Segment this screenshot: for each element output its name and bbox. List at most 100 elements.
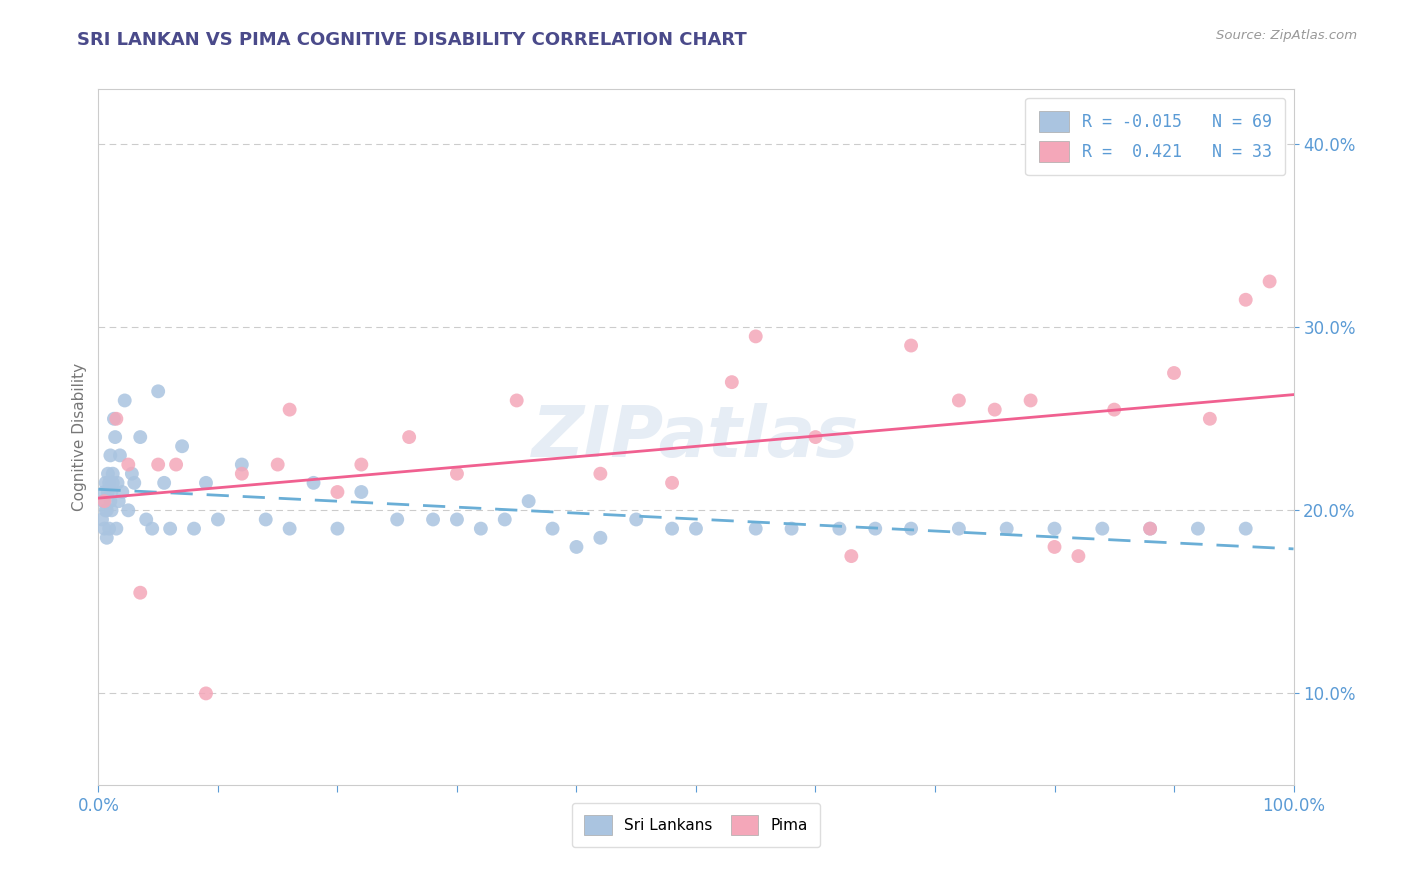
- Point: [254, 512, 277, 526]
- Point: [661, 522, 683, 536]
- Point: [780, 522, 803, 536]
- Point: [1187, 522, 1209, 536]
- Point: [105, 522, 128, 536]
- Point: [685, 522, 707, 536]
- Point: [101, 475, 124, 490]
- Point: [103, 411, 125, 425]
- Point: [93, 522, 115, 536]
- Point: [506, 393, 529, 408]
- Point: [326, 522, 349, 536]
- Point: [105, 411, 128, 425]
- Point: [278, 522, 301, 536]
- Point: [1019, 393, 1042, 408]
- Point: [117, 503, 139, 517]
- Point: [984, 402, 1007, 417]
- Point: [948, 522, 970, 536]
- Point: [141, 522, 163, 536]
- Point: [1258, 275, 1281, 289]
- Point: [385, 512, 409, 526]
- Point: [172, 439, 194, 453]
- Point: [165, 458, 187, 472]
- Point: [117, 458, 139, 472]
- Point: [1234, 522, 1257, 536]
- Point: [828, 522, 851, 536]
- Point: [94, 475, 117, 490]
- Point: [107, 475, 129, 490]
- Point: [98, 494, 122, 508]
- Point: [100, 503, 122, 517]
- Point: [1091, 522, 1114, 536]
- Point: [745, 329, 768, 343]
- Point: [153, 475, 176, 490]
- Point: [111, 485, 134, 500]
- Point: [1234, 293, 1257, 307]
- Point: [183, 522, 205, 536]
- Point: [97, 485, 120, 500]
- Point: [841, 549, 863, 563]
- Point: [721, 375, 744, 389]
- Point: [114, 393, 136, 408]
- Point: [626, 512, 648, 526]
- Point: [1043, 522, 1066, 536]
- Text: SRI LANKAN VS PIMA COGNITIVE DISABILITY CORRELATION CHART: SRI LANKAN VS PIMA COGNITIVE DISABILITY …: [77, 31, 747, 49]
- Point: [98, 522, 121, 536]
- Point: [159, 522, 181, 536]
- Point: [398, 430, 420, 444]
- Point: [148, 384, 170, 399]
- Point: [565, 540, 588, 554]
- Point: [97, 467, 120, 481]
- Point: [108, 449, 131, 463]
- Point: [98, 449, 122, 463]
- Point: [121, 467, 143, 481]
- Point: [1067, 549, 1090, 563]
- Point: [589, 467, 612, 481]
- Point: [589, 531, 612, 545]
- Point: [267, 458, 290, 472]
- Point: [91, 512, 114, 526]
- Point: [129, 430, 152, 444]
- Point: [995, 522, 1018, 536]
- Point: [1104, 402, 1126, 417]
- Point: [98, 475, 121, 490]
- Point: [446, 512, 468, 526]
- Point: [948, 393, 970, 408]
- Point: [148, 458, 170, 472]
- Point: [100, 485, 122, 500]
- Point: [422, 512, 444, 526]
- Legend: Sri Lankans, Pima: Sri Lankans, Pima: [572, 803, 820, 847]
- Point: [541, 522, 564, 536]
- Point: [135, 512, 157, 526]
- Point: [1163, 366, 1185, 380]
- Text: ZIPatlas: ZIPatlas: [533, 402, 859, 472]
- Point: [91, 494, 114, 508]
- Y-axis label: Cognitive Disability: Cognitive Disability: [72, 363, 87, 511]
- Point: [278, 402, 301, 417]
- Point: [661, 475, 683, 490]
- Text: Source: ZipAtlas.com: Source: ZipAtlas.com: [1216, 29, 1357, 42]
- Point: [302, 475, 325, 490]
- Point: [745, 522, 768, 536]
- Point: [195, 475, 218, 490]
- Point: [1043, 540, 1066, 554]
- Point: [231, 458, 253, 472]
- Point: [350, 485, 373, 500]
- Point: [470, 522, 492, 536]
- Point: [517, 494, 540, 508]
- Point: [129, 585, 152, 599]
- Point: [124, 475, 146, 490]
- Point: [231, 467, 253, 481]
- Point: [104, 430, 127, 444]
- Point: [96, 503, 118, 517]
- Point: [446, 467, 468, 481]
- Point: [93, 485, 115, 500]
- Point: [900, 522, 922, 536]
- Point: [900, 338, 922, 352]
- Point: [195, 686, 218, 700]
- Point: [93, 494, 115, 508]
- Point: [804, 430, 827, 444]
- Point: [1139, 522, 1161, 536]
- Point: [207, 512, 229, 526]
- Point: [350, 458, 373, 472]
- Point: [865, 522, 887, 536]
- Point: [96, 531, 118, 545]
